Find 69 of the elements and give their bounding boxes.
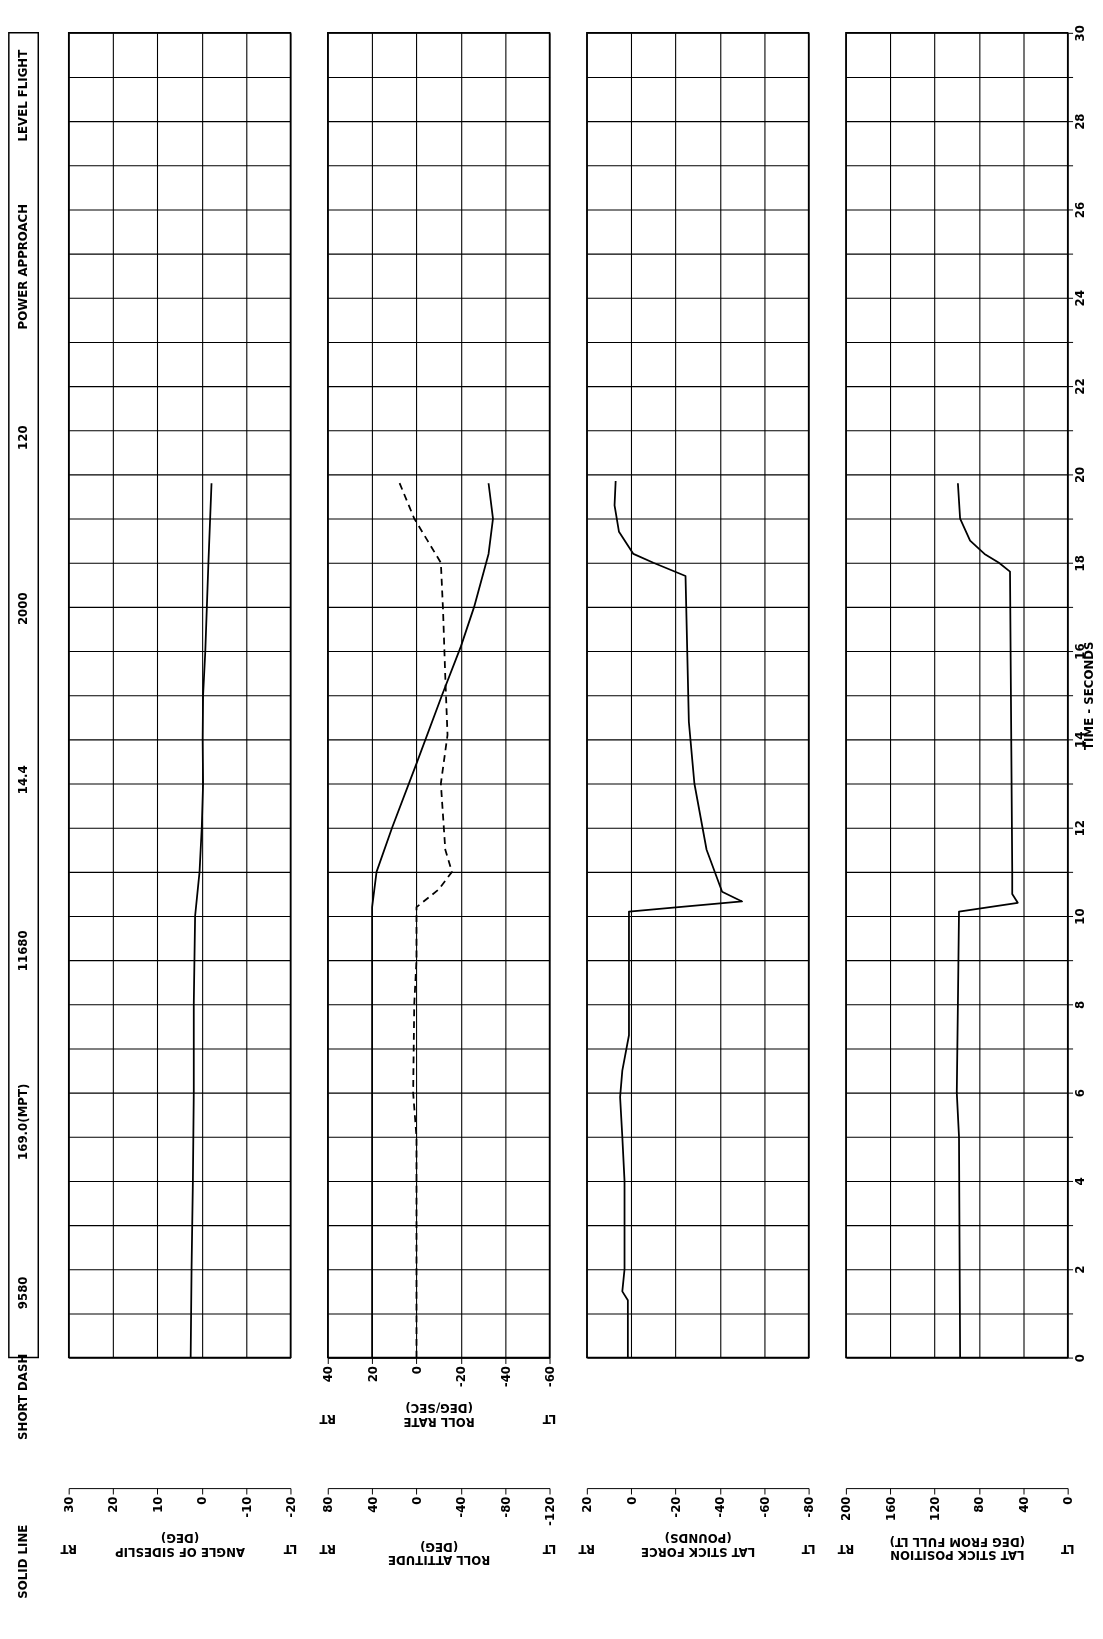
x2-tick-label: 40 bbox=[321, 1365, 336, 1383]
y-tick-label: 0 bbox=[1072, 1354, 1087, 1363]
y-tick-label: 2 bbox=[1072, 1265, 1087, 1274]
x-tick-label: 40 bbox=[1016, 1496, 1031, 1513]
x-tick-label: 120 bbox=[928, 1496, 943, 1522]
text: RT bbox=[837, 1542, 855, 1557]
x-axis-title: LAT STICK FORCE (POUNDS) bbox=[641, 1531, 756, 1560]
x-tick-label: -20 bbox=[668, 1496, 683, 1518]
y-tick-label: 24 bbox=[1072, 290, 1087, 307]
x-tick-label: -40 bbox=[713, 1496, 728, 1518]
x2-tick-label: 20 bbox=[365, 1365, 380, 1383]
x-tick-label: -60 bbox=[757, 1496, 772, 1518]
x-tick-label: -80 bbox=[498, 1496, 513, 1518]
x-tick-label: 10 bbox=[150, 1496, 165, 1513]
text: SHORT DASH bbox=[16, 1353, 31, 1440]
x-axis-title: LAT STICK POSITION (DEG FROM FULL LT) bbox=[889, 1534, 1026, 1563]
x-tick-label: 0 bbox=[624, 1496, 639, 1505]
x-tick-label: -20 bbox=[283, 1496, 298, 1518]
x2-tick-label: -40 bbox=[498, 1365, 513, 1388]
x-tick-label: 160 bbox=[883, 1496, 898, 1522]
y-tick-label: 18 bbox=[1072, 555, 1087, 572]
y-tick-label: 26 bbox=[1072, 201, 1087, 219]
x2-tick-label: -20 bbox=[454, 1365, 469, 1388]
y-tick-label: 10 bbox=[1072, 908, 1087, 925]
x-tick-label: -40 bbox=[454, 1496, 469, 1518]
text: 14.4 bbox=[16, 765, 31, 795]
text: LT bbox=[283, 1542, 298, 1557]
y-tick-label: 28 bbox=[1072, 113, 1087, 130]
text: RT bbox=[60, 1542, 77, 1557]
y-tick-label: 8 bbox=[1072, 1000, 1087, 1009]
text: 2000 bbox=[16, 592, 31, 626]
x-tick-label: -120 bbox=[542, 1496, 557, 1526]
x-tick-label: 0 bbox=[409, 1496, 424, 1505]
x2-tick-label: -60 bbox=[542, 1365, 557, 1388]
x-tick-label: 80 bbox=[321, 1496, 336, 1513]
x2-axis-title: ROLL RATE (DEG/SEC) bbox=[403, 1400, 475, 1429]
text: LEVEL FLIGHT bbox=[16, 49, 31, 142]
x2-tick-label: 0 bbox=[409, 1365, 424, 1375]
y-tick-label: 4 bbox=[1072, 1177, 1087, 1186]
text: LT bbox=[542, 1542, 557, 1557]
text: 9580 bbox=[16, 1276, 31, 1310]
x-axis-title: ANGLE OF SIDESLIP (DEG) bbox=[114, 1531, 246, 1560]
y-tick-label: 20 bbox=[1072, 466, 1087, 484]
x-tick-label: 20 bbox=[106, 1496, 121, 1513]
y-tick-label: 12 bbox=[1072, 819, 1087, 837]
text: RT bbox=[319, 1411, 337, 1426]
x-tick-label: -80 bbox=[802, 1496, 817, 1518]
x-axis-title: ROLL ATTITUDE (DEG) bbox=[387, 1539, 491, 1568]
text: RT bbox=[578, 1542, 596, 1557]
text: 169.0(MPT) bbox=[16, 1083, 31, 1160]
text: RT bbox=[319, 1542, 337, 1557]
x-tick-label: 0 bbox=[1061, 1496, 1076, 1505]
text: POWER APPROACH bbox=[16, 203, 31, 330]
x-tick-label: -10 bbox=[239, 1496, 254, 1518]
text: SOLID LINE bbox=[16, 1524, 31, 1599]
y-tick-label: 30 bbox=[1072, 25, 1087, 42]
y-tick-label: 22 bbox=[1072, 378, 1087, 395]
text: LT bbox=[801, 1542, 816, 1557]
text: LT bbox=[1060, 1542, 1075, 1557]
x-tick-label: 20 bbox=[580, 1496, 595, 1513]
x-tick-label: 80 bbox=[972, 1496, 987, 1513]
x-tick-label: 30 bbox=[62, 1496, 77, 1513]
text: LT bbox=[542, 1411, 557, 1426]
y-tick-label: 6 bbox=[1072, 1089, 1087, 1098]
x-tick-label: 40 bbox=[365, 1496, 380, 1513]
x-tick-label: 0 bbox=[195, 1496, 210, 1505]
x-tick-label: 200 bbox=[839, 1496, 854, 1522]
text: 11680 bbox=[16, 930, 31, 972]
text: 120 bbox=[16, 425, 31, 450]
